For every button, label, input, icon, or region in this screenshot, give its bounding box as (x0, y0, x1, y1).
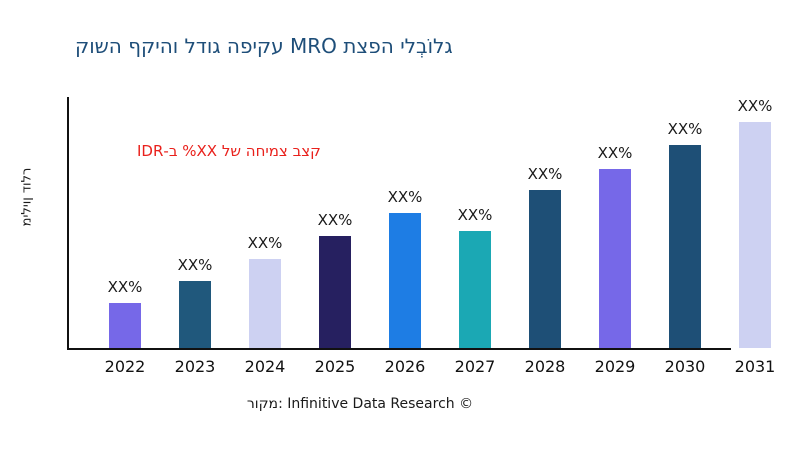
x-tick-2030: 2030 (664, 357, 706, 376)
x-tick-2029: 2029 (594, 357, 636, 376)
bar-value-label-2024: XX% (247, 234, 283, 252)
bar-value-label-2023: XX% (177, 256, 213, 274)
bar-2026 (389, 213, 421, 348)
x-tick-2028: 2028 (524, 357, 566, 376)
y-axis-line (67, 97, 69, 350)
bar-2022 (109, 303, 141, 348)
bar-value-label-2028: XX% (527, 165, 563, 183)
x-tick-2031: 2031 (734, 357, 776, 376)
bar-2031 (739, 122, 771, 348)
x-tick-2024: 2024 (244, 357, 286, 376)
bar-2029 (599, 169, 631, 348)
growth-rate-annotation: קצב צמיחה של XX% ב-IDR (137, 142, 321, 160)
x-tick-2026: 2026 (384, 357, 426, 376)
source-caption: מקור: Infinitive Data Research © (246, 396, 474, 412)
bar-2028 (529, 190, 561, 348)
bar-2024 (249, 259, 281, 348)
x-axis-line (68, 348, 731, 350)
bar-2030 (669, 145, 701, 348)
x-tick-2022: 2022 (104, 357, 146, 376)
bar-value-label-2022: XX% (107, 278, 143, 296)
bar-value-label-2031: XX% (737, 97, 773, 115)
x-tick-2027: 2027 (454, 357, 496, 376)
bar-value-label-2026: XX% (387, 188, 423, 206)
chart-title: גלוֹבְלי הפצת MRO עקיפה גודל והיקף השוק (75, 34, 453, 58)
x-tick-2023: 2023 (174, 357, 216, 376)
bar-2025 (319, 236, 351, 348)
bar-value-label-2030: XX% (667, 120, 703, 138)
x-tick-2025: 2025 (314, 357, 356, 376)
bar-2027 (459, 231, 491, 348)
bar-value-label-2027: XX% (457, 206, 493, 224)
bar-2023 (179, 281, 211, 348)
bar-value-label-2025: XX% (317, 211, 353, 229)
bar-value-label-2029: XX% (597, 144, 633, 162)
